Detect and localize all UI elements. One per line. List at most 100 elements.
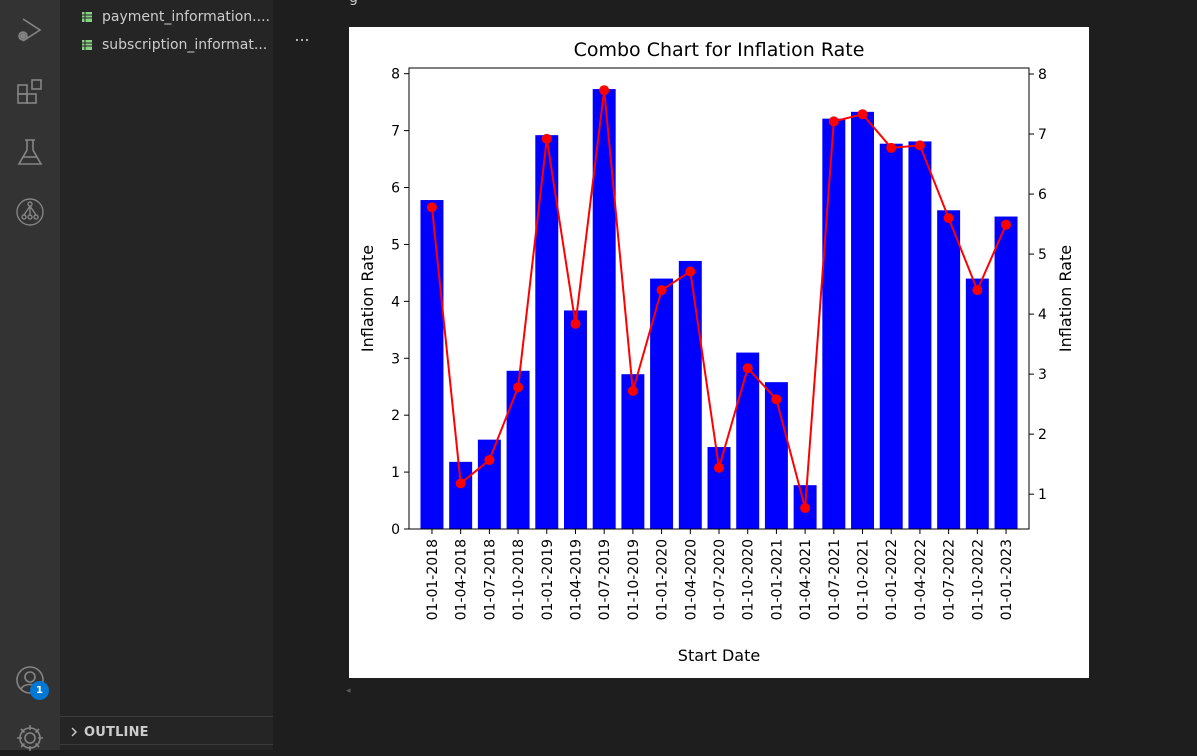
x-tick-label: 01-10-2021 [856, 539, 872, 620]
chart-bar [965, 278, 989, 529]
y-axis-label: Inflation Rate [358, 245, 377, 352]
x-tick-label: 01-04-2022 [913, 539, 929, 620]
chart-bar [506, 370, 530, 529]
y2-axis-label: Inflation Rate [1056, 245, 1075, 352]
chart-output: 0 1 2 3 4 5 6 7 8 1 2 3 4 5 6 7 8 01-01-2018 01-04-2018 01-… [349, 27, 1089, 678]
chart-bar [822, 118, 846, 530]
x-tick-label: 01-10-2019 [626, 539, 642, 620]
chart-bar [449, 461, 473, 529]
outline-label: OUTLINE [84, 724, 149, 740]
y-tick-label: 5 [391, 237, 400, 253]
x-tick-label: 01-01-2021 [769, 539, 785, 620]
extensions-icon[interactable] [12, 74, 48, 110]
chart-point [857, 109, 868, 120]
chart-bar [707, 447, 731, 529]
chart-point [599, 85, 610, 96]
x-tick-label: 01-07-2018 [482, 539, 498, 620]
chevron-right-icon [71, 727, 77, 737]
y-tick-label: 4 [391, 294, 400, 310]
chart-bar [908, 141, 932, 529]
x-tick-label: 01-10-2020 [741, 539, 757, 620]
file-name: subscription_informat... [102, 37, 268, 53]
chart-point [714, 462, 724, 473]
accounts-badge: 1 [30, 681, 49, 700]
chart-point [656, 285, 667, 296]
scroll-left-arrow[interactable]: ◂ [346, 686, 351, 696]
y2-tick-label: 6 [1038, 187, 1047, 203]
chart-bar [937, 210, 961, 530]
source-control-graph-icon[interactable] [12, 194, 48, 230]
y-tick-label: 0 [391, 522, 400, 538]
chart-point [541, 133, 552, 144]
chart-point [627, 385, 638, 396]
chart-point [771, 394, 782, 405]
x-tick-label: 01-01-2019 [540, 539, 556, 620]
chart-point [513, 382, 524, 393]
y2-tick-label: 5 [1038, 247, 1047, 263]
x-tick-label: 01-04-2021 [798, 539, 814, 620]
x-tick-label: 01-07-2022 [942, 539, 958, 620]
chart-bar [592, 89, 616, 529]
spreadsheet-file-icon [82, 40, 92, 50]
cell-output-text: g [349, 0, 358, 6]
y-tick-label: 6 [391, 181, 400, 197]
y2-tick-label: 2 [1038, 427, 1047, 443]
chart-point [685, 266, 696, 277]
settings-gear-icon[interactable] [12, 720, 48, 756]
y-tick-label: 3 [391, 351, 400, 367]
chart-point [800, 502, 811, 513]
chart-point [1001, 219, 1012, 230]
chart-bar [477, 439, 501, 529]
chart-bar [736, 352, 760, 529]
file-name: payment_information.... [102, 9, 270, 25]
x-tick-label: 01-07-2019 [597, 539, 613, 620]
y2-tick-label: 1 [1038, 487, 1047, 503]
x-tick-label: 01-01-2023 [999, 539, 1015, 620]
chart-bar [678, 260, 702, 529]
file-item-payment-information[interactable]: payment_information.... [60, 5, 273, 29]
x-tick-label: 01-07-2020 [712, 539, 728, 620]
testing-icon[interactable] [12, 134, 48, 170]
chart-point [943, 213, 954, 224]
x-tick-label: 01-01-2018 [425, 539, 441, 620]
spreadsheet-file-icon [82, 12, 92, 22]
run-debug-icon[interactable] [12, 12, 48, 48]
chart-bar [535, 135, 559, 529]
y-tick-label: 1 [391, 465, 400, 481]
y-tick-label: 2 [391, 408, 400, 424]
chart-point [972, 285, 983, 296]
divider [60, 744, 273, 745]
chart-point [455, 478, 466, 489]
combo-chart: 0 1 2 3 4 5 6 7 8 1 2 3 4 5 6 7 8 01-01-2018 01-04-2018 01-… [358, 39, 1075, 665]
chart-bar [420, 200, 444, 530]
y-tick-label: 7 [391, 124, 400, 140]
x-tick-label: 01-10-2022 [970, 539, 986, 620]
chart-bar [994, 216, 1018, 530]
chart-point [426, 202, 437, 213]
chart-bar [851, 111, 874, 529]
chart-title: Combo Chart for Inflation Rate [574, 39, 865, 61]
x-tick-label: 01-07-2021 [827, 539, 843, 620]
chart-bar [564, 310, 587, 529]
y2-tick-label: 8 [1038, 67, 1047, 83]
chart-point [570, 318, 581, 329]
chart-point [886, 142, 897, 153]
chart-point [828, 116, 839, 127]
x-tick-label: 01-01-2022 [884, 539, 900, 620]
x-tick-label: 01-04-2020 [683, 539, 699, 620]
file-item-subscription-information[interactable]: subscription_informat... [60, 33, 273, 57]
y-tick-label: 8 [391, 67, 400, 83]
x-axis-label: Start Date [678, 646, 760, 665]
x-tick-label: 01-04-2018 [454, 539, 470, 620]
y2-tick-label: 4 [1038, 307, 1047, 323]
chart-bar [879, 143, 903, 529]
more-actions-button[interactable]: ... [294, 26, 310, 45]
explorer-sidebar: payment_information.... subscription_inf… [60, 0, 273, 750]
activity-bar: 1 [0, 0, 60, 751]
chart-point [484, 454, 495, 465]
outline-section-header[interactable]: OUTLINE [60, 716, 273, 747]
x-tick-label: 01-10-2018 [511, 539, 527, 620]
chart-point [742, 363, 753, 374]
y2-tick-label: 7 [1038, 127, 1047, 143]
y2-tick-label: 3 [1038, 367, 1047, 383]
